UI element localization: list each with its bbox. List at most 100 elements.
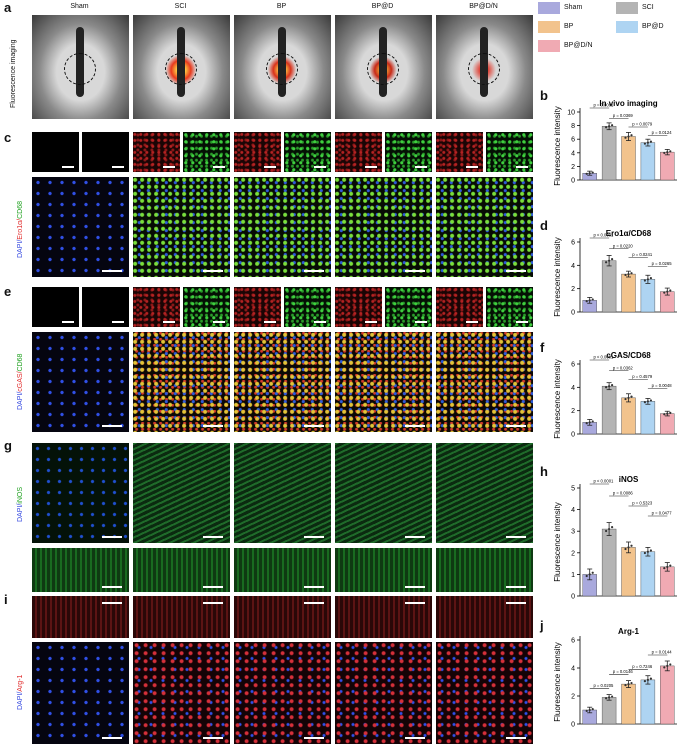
spinal-cord-inos-overview [234,548,331,592]
bar-sci [601,528,617,597]
spinal-cord-inos-overview [32,548,129,592]
data-point [666,151,669,154]
ero1a-channel-image [32,132,79,172]
y-tick-label: 4 [571,263,575,270]
data-point [663,413,666,416]
legend-swatch-bpd [616,21,638,33]
p-value-label: p < 0.0001 [593,355,614,360]
bar-bpdn [660,665,675,725]
mouse-fluorescence-image [32,15,129,119]
panel-letter-g: g [4,438,12,453]
mouse-fluorescence-image [436,15,533,119]
scale-bar [314,321,326,323]
scale-bar [516,321,528,323]
p-value-label: p = 0.0146 [613,669,634,674]
legend-swatch-bp [538,21,560,33]
data-point [611,384,614,387]
cgas-channel-image [133,287,180,327]
bar-bpd [640,401,656,435]
data-point [666,290,669,293]
scale-bar [405,536,425,538]
p-value-label: p = 0.0241 [632,252,653,257]
data-point [663,567,666,570]
scale-bar [304,270,324,272]
ero1a-cd68-merge-image [234,177,331,277]
bar-bpd [640,142,656,181]
legend-label-bpdn: BP@D/N [564,42,593,49]
column-header-bp: BP [276,3,287,10]
inos-image [436,443,533,543]
y-axis-label: Fluorescence intensity [553,642,562,722]
legend-label-bpd: BP@D [642,23,664,30]
inos-image [133,443,230,543]
data-point [669,663,672,666]
scale-bar [203,270,223,272]
y-tick-label: 0 [571,432,575,439]
chart-title: Arg-1 [618,627,639,636]
data-point [663,666,666,669]
y-axis-label: Fluorescence intensity [553,502,562,582]
y-tick-label: 2 [571,694,575,701]
cgas-cd68-merge-image [335,332,432,432]
legend-label-sci: SCI [642,4,654,11]
data-point [605,529,608,533]
bar-bpd [640,551,656,597]
scale-bar [264,166,276,168]
scale-bar [203,737,223,739]
data-point [624,397,627,401]
data-point [627,683,630,686]
scale-bar [102,602,122,604]
p-value-label: p = 0.0220 [613,243,634,248]
p-value-label: p = 0.7246 [632,664,653,669]
scale-bar [203,586,223,588]
data-point [630,134,633,137]
scale-bar [163,166,175,168]
p-value-label: p = 0.0362 [613,365,634,370]
legend-label-bp: BP [564,23,574,30]
cd68-channel-image [486,287,533,327]
cd68-channel-image [284,132,331,172]
scale-bar [516,166,528,168]
p-value-label: p = 0.0144 [652,650,673,655]
p-value-label: p = 0.0124 [652,130,673,135]
scale-bar [466,321,478,323]
y-axis-label: Fluorescence intensity [553,359,562,439]
bar-bp [621,397,636,435]
y-tick-label: 3 [571,529,575,536]
ero1a-channel-image [133,132,180,172]
y-tick-label: 4 [571,507,575,514]
data-point [643,680,647,683]
panel-letter-e: e [4,284,12,299]
data-point [646,278,650,281]
data-point [630,681,633,685]
y-tick-label: 2 [571,164,575,171]
scale-bar [203,425,223,427]
cgas-channel-image [32,287,79,327]
panel-letter-f: f [540,340,545,355]
spinal-cord-arg1-overview [335,596,432,638]
region-of-interest-circle [64,53,96,85]
y-tick-label: 2 [571,550,575,557]
p-value-label: p = 0.0079 [632,122,653,127]
scale-bar [466,166,478,168]
data-point [630,272,633,275]
bar-bpdn [660,151,675,181]
cgas-channel-image [335,287,382,327]
scale-bar [213,166,225,168]
data-point [646,400,650,403]
bar-bp [621,683,636,725]
bar-bp [621,273,636,313]
data-point [649,277,653,280]
data-point [591,171,594,174]
p-value-label: p = 0.0001 [593,103,614,108]
p-value-label: p = 0.0265 [652,261,673,266]
scale-bar [415,166,427,168]
region-of-interest-circle [266,53,298,85]
data-point [666,412,669,415]
inos-image [335,443,432,543]
data-point [608,527,611,531]
data-point [643,279,647,282]
p-value-label: p = 0.0205 [593,683,614,688]
scale-bar [506,586,526,588]
p-value-label: p < 0.0001 [593,233,614,238]
